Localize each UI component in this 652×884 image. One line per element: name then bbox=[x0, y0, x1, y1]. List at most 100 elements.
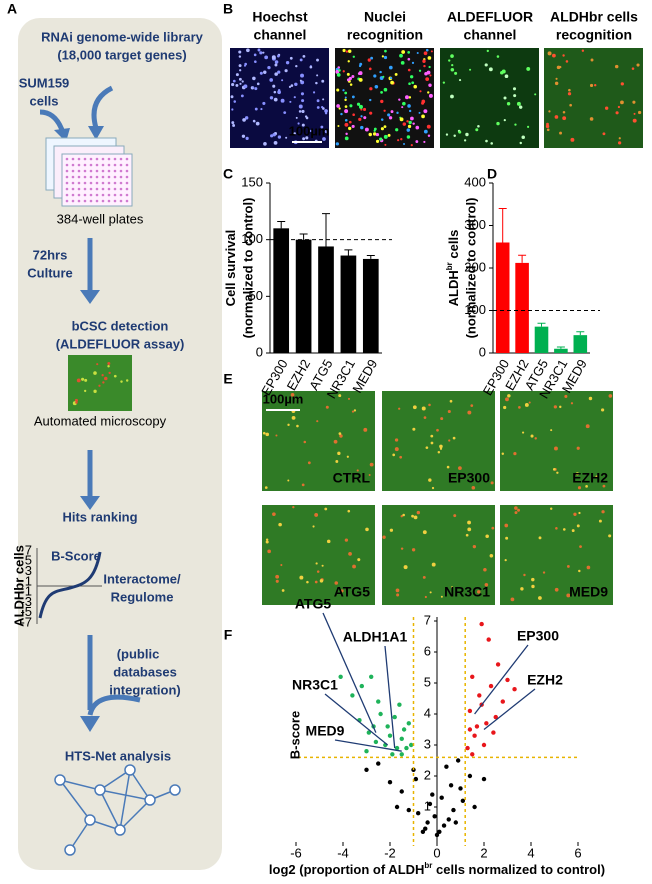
point bbox=[390, 752, 395, 757]
well bbox=[107, 157, 111, 161]
y-label-part: br bbox=[445, 262, 454, 270]
cell bbox=[113, 374, 117, 378]
cell bbox=[524, 403, 529, 407]
cell bbox=[431, 562, 436, 567]
cell bbox=[287, 479, 290, 482]
plate bbox=[61, 153, 133, 207]
point bbox=[392, 714, 397, 720]
cell bbox=[369, 111, 373, 115]
cell bbox=[322, 98, 325, 101]
image-title: recognition bbox=[347, 27, 423, 43]
cell bbox=[423, 64, 426, 68]
cell bbox=[101, 374, 104, 377]
cell bbox=[232, 79, 236, 83]
cell bbox=[518, 406, 521, 409]
point bbox=[448, 783, 454, 788]
cell bbox=[93, 371, 97, 375]
cell bbox=[554, 587, 559, 592]
bar bbox=[534, 326, 549, 353]
point bbox=[444, 764, 449, 769]
arrow-head bbox=[80, 290, 100, 304]
well bbox=[77, 157, 81, 161]
cell bbox=[503, 119, 506, 122]
cell bbox=[528, 401, 531, 404]
cell bbox=[356, 102, 361, 106]
cell bbox=[335, 142, 339, 146]
cell bbox=[351, 410, 355, 413]
cell bbox=[471, 485, 476, 490]
point bbox=[387, 780, 393, 785]
well bbox=[83, 193, 87, 197]
cell bbox=[259, 71, 263, 75]
cell bbox=[408, 120, 412, 125]
y-tick-label: 300 bbox=[464, 217, 486, 232]
cell bbox=[411, 514, 414, 518]
image-title: recognition bbox=[556, 27, 632, 43]
cell bbox=[516, 101, 521, 106]
cell bbox=[289, 100, 292, 103]
point bbox=[472, 804, 477, 810]
cell bbox=[254, 87, 258, 91]
cell bbox=[450, 54, 454, 58]
cell bbox=[546, 128, 550, 132]
cell bbox=[93, 389, 97, 393]
y-label: (normalized to control) bbox=[463, 198, 478, 339]
cell bbox=[277, 54, 280, 58]
point bbox=[437, 829, 442, 834]
well bbox=[107, 163, 111, 167]
annotation-label: ATG5 bbox=[295, 596, 332, 612]
well bbox=[77, 175, 81, 179]
cell bbox=[277, 135, 282, 139]
cell bbox=[384, 49, 387, 53]
cell bbox=[312, 525, 315, 528]
cell bbox=[399, 455, 403, 459]
cell bbox=[496, 55, 500, 58]
workflow-arrows bbox=[39, 85, 141, 716]
cell bbox=[620, 100, 624, 105]
cell bbox=[342, 89, 345, 92]
cell bbox=[293, 96, 296, 99]
cell bbox=[319, 579, 324, 583]
y-tick-label: 0 bbox=[479, 344, 486, 359]
cell bbox=[345, 132, 348, 136]
well bbox=[107, 175, 111, 179]
cell bbox=[262, 431, 266, 435]
well bbox=[113, 187, 117, 191]
well bbox=[119, 169, 123, 173]
cell bbox=[578, 569, 581, 573]
cell bbox=[368, 474, 371, 477]
point bbox=[406, 721, 411, 726]
cell bbox=[380, 118, 384, 121]
cell bbox=[407, 68, 411, 72]
well bbox=[89, 175, 93, 179]
cell bbox=[427, 134, 431, 138]
annotation-leader bbox=[483, 688, 536, 731]
cell bbox=[294, 82, 298, 87]
cell bbox=[589, 83, 594, 88]
cell bbox=[274, 72, 278, 76]
cell bbox=[368, 67, 372, 71]
cell bbox=[422, 530, 427, 535]
cell bbox=[424, 595, 427, 599]
workflow-panel bbox=[18, 18, 222, 870]
cell bbox=[302, 137, 306, 141]
cell bbox=[394, 72, 398, 76]
cell bbox=[522, 431, 525, 434]
cell bbox=[324, 112, 328, 115]
bar bbox=[554, 348, 568, 353]
point bbox=[493, 714, 498, 720]
y-label: B-score bbox=[287, 711, 302, 759]
cell bbox=[402, 513, 405, 517]
cell bbox=[360, 108, 363, 111]
step-text: Regulome bbox=[111, 589, 174, 604]
well bbox=[95, 193, 99, 197]
well bbox=[101, 157, 105, 161]
cell bbox=[421, 114, 425, 119]
cell bbox=[581, 49, 585, 52]
bscore-curve bbox=[38, 551, 102, 619]
cell bbox=[274, 60, 279, 64]
point bbox=[470, 674, 475, 679]
annotation-leader bbox=[334, 739, 402, 752]
cell bbox=[287, 423, 290, 427]
cell bbox=[252, 76, 256, 81]
